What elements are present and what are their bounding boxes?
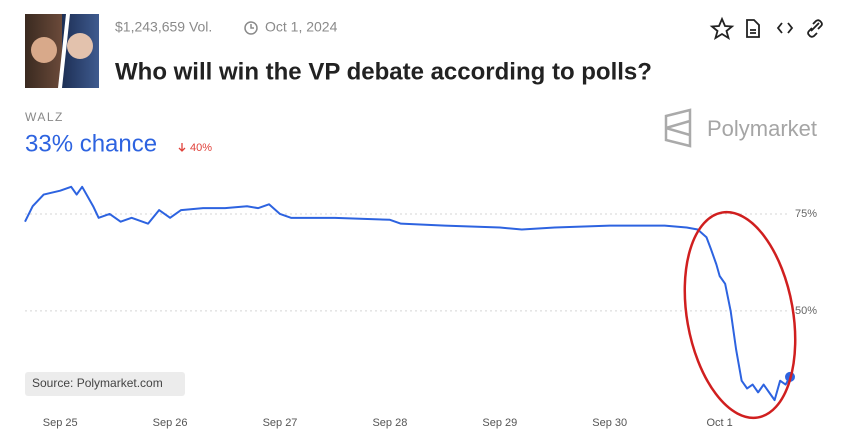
x-tick-label: Sep 28	[372, 417, 407, 429]
source: Source: Polymarket.com	[32, 376, 163, 390]
x-tick-label: Sep 25	[43, 417, 78, 429]
line	[24, 185, 791, 402]
x-tick-label: Sep 30	[592, 417, 627, 429]
doc-icon[interactable]	[746, 19, 760, 38]
highlight-ellipse	[683, 210, 797, 420]
headline: 33% chance	[25, 130, 157, 157]
title: Who will win the VP debate according to …	[115, 58, 652, 85]
y-tick-label: 75%	[795, 208, 817, 220]
star-icon[interactable]	[709, 16, 735, 40]
brand-logo	[664, 108, 692, 148]
volume: $1,243,659 Vol.	[115, 19, 212, 35]
clock-icon	[244, 21, 258, 35]
thumbnail	[25, 14, 99, 88]
x-tick-label: Sep 27	[263, 417, 298, 429]
x-tick-label: Sep 26	[153, 417, 188, 429]
embed-icon[interactable]	[776, 22, 794, 34]
x-tick-label: Sep 29	[482, 417, 517, 429]
brand: Polymarket	[707, 116, 817, 141]
y-tick-label: 50%	[795, 305, 817, 317]
source-box	[25, 372, 185, 396]
x-tick-label: Oct 1	[707, 417, 733, 429]
toolbar	[709, 16, 823, 40]
plot: 50% 75% Sep 25 Sep 26 Sep 27 Sep 28 Sep 29 Sep …	[24, 185, 817, 429]
change: 40%	[190, 142, 212, 154]
outcome: WALZ	[25, 110, 64, 124]
down-arrow	[178, 143, 186, 152]
link-icon[interactable]	[807, 19, 823, 38]
date: Oct 1, 2024	[265, 19, 338, 35]
